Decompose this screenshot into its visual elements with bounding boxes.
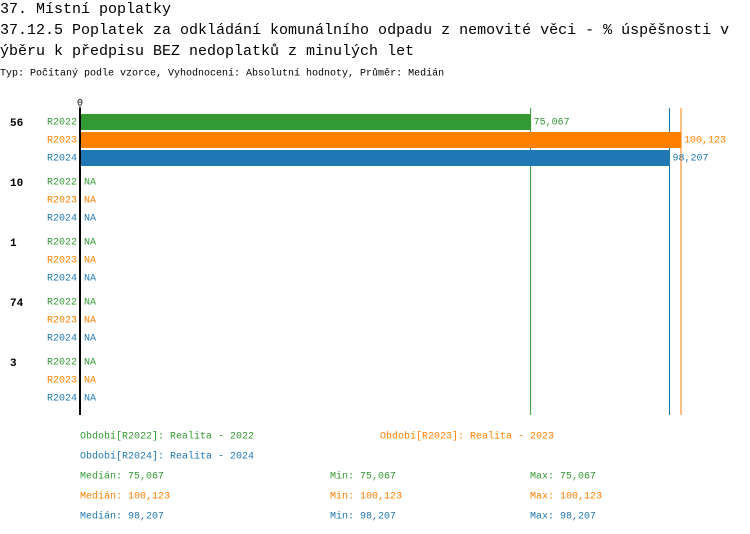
series-label: R2022 (47, 358, 77, 369)
chart-title: 37. Místní poplatky (0, 1, 171, 18)
summary-stat: Medián: 100,123 (80, 491, 170, 503)
legend-entry: Období[R2023]: Realita - 2023 (380, 431, 554, 443)
summary-stat: Min: 100,123 (330, 491, 402, 503)
value-label: NA (84, 274, 96, 285)
series-label: R2024 (47, 214, 77, 225)
value-label: NA (84, 256, 96, 267)
value-label: 98,207 (672, 154, 708, 165)
value-label: NA (84, 376, 96, 387)
series-label: R2024 (47, 394, 77, 405)
value-label: NA (84, 196, 96, 207)
summary-stat: Medián: 98,207 (80, 511, 164, 523)
category-label: 3 (10, 358, 17, 370)
series-label: R2022 (47, 178, 77, 189)
value-label: NA (84, 334, 96, 345)
series-label: R2022 (47, 238, 77, 249)
value-label: NA (84, 298, 96, 309)
category-label: 1 (10, 238, 17, 250)
series-label: R2023 (47, 256, 77, 267)
series-label: R2023 (47, 136, 77, 147)
value-label: NA (84, 358, 96, 369)
value-label: 100,123 (684, 136, 726, 147)
bar (80, 132, 681, 148)
summary-stat: Max: 75,067 (530, 472, 596, 483)
value-label: NA (84, 394, 96, 405)
summary-stat: Medián: 75,067 (80, 471, 164, 483)
category-label: 10 (10, 178, 23, 190)
series-label: R2023 (47, 316, 77, 327)
category-label: 56 (10, 118, 23, 130)
value-label: NA (84, 214, 96, 225)
x-tick-label: 0 (77, 99, 83, 110)
summary-stat: Min: 98,207 (330, 511, 396, 523)
chart-title: ýběru k předpisu BEZ nedoplatků z minulý… (0, 43, 414, 60)
summary-stat: Max: 100,123 (530, 492, 602, 503)
value-label: 75,067 (534, 118, 570, 129)
value-label: NA (84, 178, 96, 189)
series-label: R2022 (47, 298, 77, 309)
value-label: NA (84, 238, 96, 249)
series-label: R2024 (47, 274, 77, 285)
bar (80, 150, 670, 166)
series-label: R2024 (47, 154, 77, 165)
summary-stat: Max: 98,207 (530, 512, 596, 523)
legend-entry: Období[R2022]: Realita - 2022 (80, 431, 254, 443)
value-label: NA (84, 316, 96, 327)
subtitle: Typ: Počítaný podle vzorce, Vyhodnocení:… (0, 67, 444, 80)
summary-stat: Min: 75,067 (330, 471, 396, 483)
series-label: R2023 (47, 376, 77, 387)
legend-entry: Období[R2024]: Realita - 2024 (80, 451, 254, 463)
series-label: R2023 (47, 196, 77, 207)
category-label: 74 (10, 298, 24, 310)
bar (80, 114, 531, 130)
series-label: R2024 (47, 334, 77, 345)
chart-title: 37.12.5 Poplatek za odkládání komunálníh… (0, 22, 729, 39)
series-label: R2022 (47, 118, 77, 129)
